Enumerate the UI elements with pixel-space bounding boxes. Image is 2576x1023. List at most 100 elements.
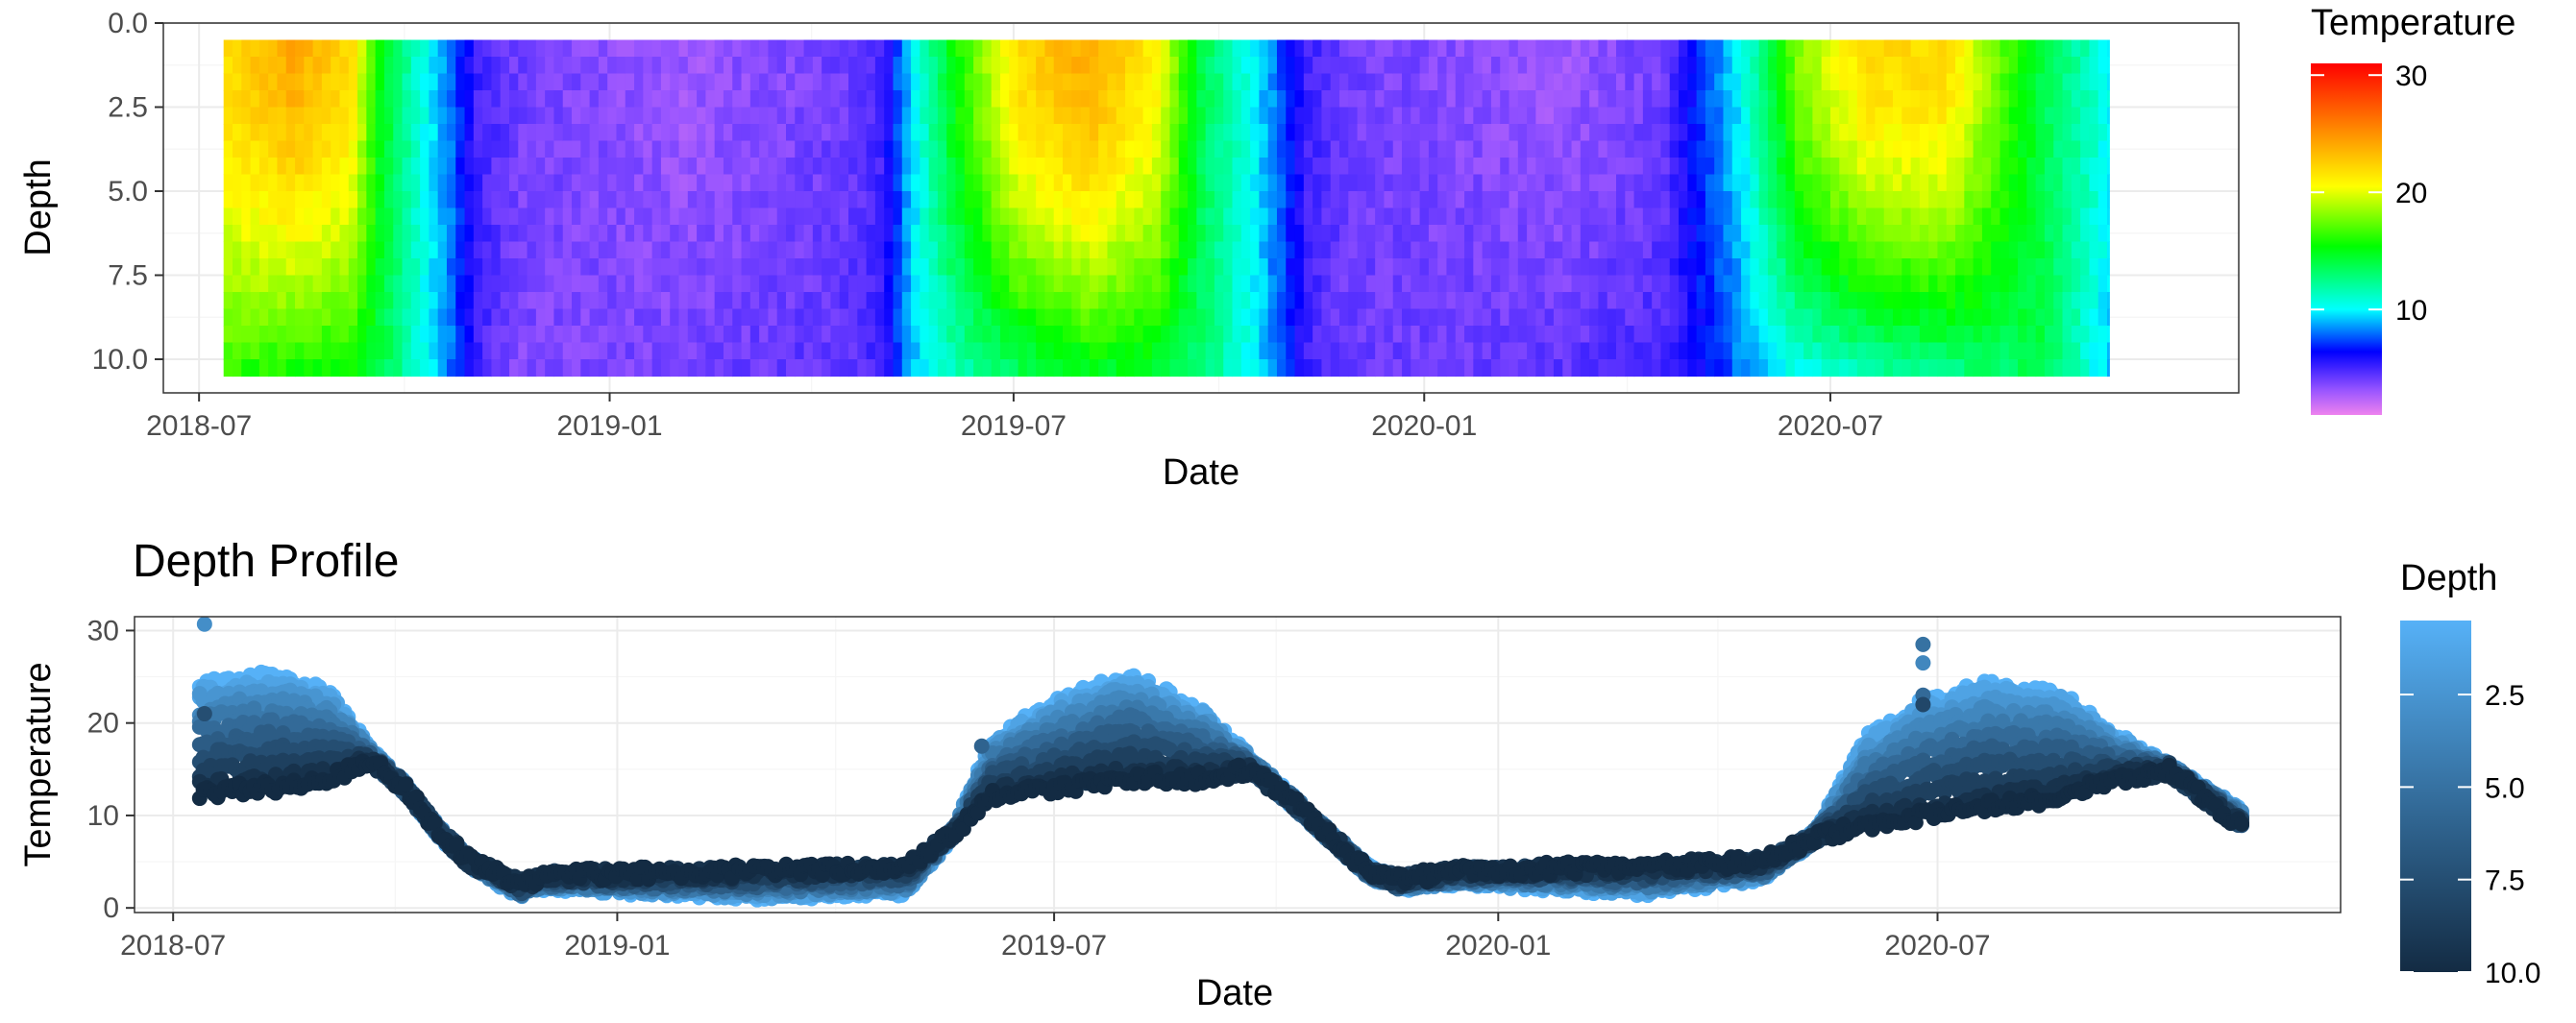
heatmap-cell <box>1223 158 1234 176</box>
heatmap-cell <box>848 124 858 142</box>
heatmap-cell <box>1321 73 1332 91</box>
heatmap-cell <box>812 158 822 176</box>
heatmap-cell <box>420 73 429 91</box>
heatmap-cell <box>1437 39 1448 58</box>
heatmap-cell <box>1188 174 1197 192</box>
heatmap-cell <box>241 158 252 176</box>
heatmap-cell <box>812 292 822 310</box>
heatmap-cell <box>1616 308 1626 327</box>
heatmap-cell <box>1741 90 1751 109</box>
heatmap-chart: 0.02.55.07.510.0 2018-07 2019-01 2019-07 20… <box>18 3 2515 493</box>
heatmap-cell <box>1357 158 1367 176</box>
heatmap-cell <box>1589 225 1600 243</box>
heatmap-cell <box>375 326 385 344</box>
heatmap-cell <box>500 158 510 176</box>
heatmap-cell <box>1964 158 1975 176</box>
heatmap-cell <box>1839 225 1850 243</box>
heatmap-cell <box>1812 326 1823 344</box>
heatmap-cell <box>1419 342 1430 360</box>
heatmap-cell <box>383 158 394 176</box>
heatmap-cell <box>1214 107 1224 125</box>
heatmap-cell <box>1063 158 1072 176</box>
heatmap-cell <box>500 124 510 142</box>
heatmap-cell <box>1357 140 1367 158</box>
heatmap-cell <box>786 140 796 158</box>
heatmap-cell <box>1714 158 1725 176</box>
heatmap-cell <box>233 359 242 378</box>
heatmap-cell <box>955 124 966 142</box>
heatmap-cell <box>1071 275 1082 293</box>
heatmap-cell <box>348 140 358 158</box>
heatmap-cell <box>1785 107 1796 125</box>
heatmap-cell <box>223 174 233 192</box>
heatmap-cell <box>1384 258 1394 277</box>
heatmap-cell <box>1044 57 1055 75</box>
heatmap-cell <box>1107 207 1117 226</box>
heatmap-cell <box>545 124 555 142</box>
heatmap-cell <box>339 57 350 75</box>
heatmap-cell <box>1991 207 2001 226</box>
heatmap-cell <box>241 241 252 259</box>
heatmap-cell <box>393 90 404 109</box>
heatmap-cell <box>893 207 903 226</box>
heatmap-cell <box>1893 275 1902 293</box>
heatmap-cell <box>634 275 644 293</box>
heatmap-cell <box>473 174 483 192</box>
heatmap-cell <box>1080 326 1091 344</box>
heatmap-cell <box>2044 359 2054 378</box>
heatmap-cell <box>1598 73 1608 91</box>
heatmap-cell <box>911 39 920 58</box>
heatmap-cell <box>1731 207 1742 226</box>
heatmap-cell <box>1723 124 1733 142</box>
heatmap-cell <box>2106 174 2110 192</box>
heatmap-cell <box>258 90 269 109</box>
heatmap-cell <box>1731 174 1742 192</box>
heatmap-cell <box>732 191 743 209</box>
heatmap-cell <box>714 73 724 91</box>
heatmap-cell <box>268 191 279 209</box>
heatmap-cell <box>1848 158 1858 176</box>
heatmap-cell <box>1303 241 1313 259</box>
heatmap-cell <box>1125 292 1135 310</box>
heatmap-cell <box>268 57 279 75</box>
heatmap-cell <box>1384 207 1394 226</box>
heatmap-cell <box>393 342 404 360</box>
heatmap-cell <box>1151 258 1162 277</box>
heatmap-x-axis: 2018-07 2019-01 2019-07 2020-01 2020-07 <box>146 393 1883 442</box>
heatmap-cell <box>1901 124 1912 142</box>
heatmap-cell <box>1402 241 1411 259</box>
heatmap-cell <box>830 275 841 293</box>
heatmap-cell <box>848 275 858 293</box>
heatmap-cell <box>749 174 760 192</box>
heatmap-cell <box>321 258 331 277</box>
heatmap-cell <box>2098 90 2108 109</box>
heatmap-cell <box>1866 174 1877 192</box>
heatmap-cell <box>1705 326 1715 344</box>
heatmap-cell <box>1803 57 1813 75</box>
heatmap-cell <box>625 191 635 209</box>
heatmap-cell <box>1009 225 1019 243</box>
heatmap-cell <box>1071 107 1082 125</box>
heatmap-cell <box>830 39 841 58</box>
heatmap-cell <box>598 90 608 109</box>
heatmap-cell <box>1750 140 1760 158</box>
heatmap-cell <box>920 326 930 344</box>
heatmap-cell <box>1652 342 1662 360</box>
heatmap-cell <box>643 90 653 109</box>
heatmap-cell <box>1384 292 1394 310</box>
heatmap-cell <box>339 90 350 109</box>
heatmap-cell <box>1205 308 1215 327</box>
heatmap-cell <box>223 292 233 310</box>
heatmap-cell <box>241 275 252 293</box>
heatmap-cell <box>1517 73 1528 91</box>
heatmap-cell <box>848 342 858 360</box>
heatmap-cell <box>1821 57 1831 75</box>
heatmap-cell <box>1642 258 1653 277</box>
heatmap-cell <box>2035 39 2046 58</box>
heatmap-cell <box>331 90 341 109</box>
heatmap-cell <box>2018 107 2027 125</box>
heatmap-cell <box>1178 140 1189 158</box>
heatmap-cell <box>268 207 279 226</box>
heatmap-cell <box>1580 207 1590 226</box>
heatmap-cell <box>795 359 805 378</box>
